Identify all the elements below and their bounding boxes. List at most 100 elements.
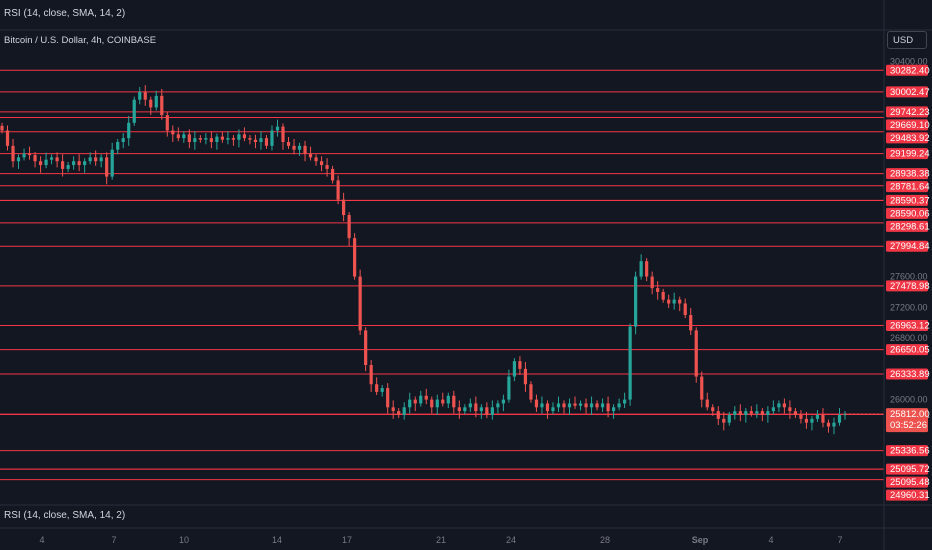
candle-body <box>22 153 26 158</box>
currency-button[interactable]: USD <box>887 31 927 49</box>
candle-body <box>529 384 533 400</box>
level-price-label: 25336.56 <box>890 446 930 457</box>
candle-body <box>512 361 517 377</box>
candle-body <box>413 399 417 404</box>
candle-body <box>303 145 307 154</box>
candle-body <box>501 399 505 404</box>
level-price-label: 29199.24 <box>890 149 930 160</box>
candle-body <box>689 315 693 331</box>
indicator-label-top[interactable]: RSI (14, close, SMA, 14, 2) <box>4 8 126 19</box>
candle-body <box>782 403 786 408</box>
candle-body <box>72 161 76 166</box>
candle-body <box>793 411 798 415</box>
candle-body <box>176 134 180 139</box>
candle-body <box>220 136 224 140</box>
candle-body <box>766 411 770 415</box>
candle-body <box>738 411 742 415</box>
candle-body <box>297 145 302 150</box>
candle-body <box>518 361 522 369</box>
level-price-tag <box>886 168 928 180</box>
candle-body <box>722 418 726 423</box>
x-tick-label: 4 <box>39 535 44 545</box>
candle-body <box>209 138 213 143</box>
candle-body <box>700 376 704 400</box>
candle-body <box>551 407 555 412</box>
candle-body <box>441 399 445 404</box>
candle-body <box>319 161 324 166</box>
candle-body <box>683 303 687 316</box>
symbol-title[interactable]: Bitcoin / U.S. Dollar, 4h, COINBASE <box>4 35 157 46</box>
candle-body <box>99 157 103 162</box>
level-price-label: 25095.72 <box>890 464 930 475</box>
candle-body <box>457 407 461 412</box>
candle-body <box>678 299 682 304</box>
candle-body <box>815 414 820 419</box>
candle-body <box>578 403 583 406</box>
time-axis: 4 7 10 14 17 21 24 28 Sep 4 7 <box>39 535 842 545</box>
x-tick-label: Sep <box>692 535 709 545</box>
candle-body <box>264 138 269 146</box>
candle-body <box>33 155 37 162</box>
level-price-label: 30282.40 <box>890 65 930 76</box>
candles <box>0 85 884 435</box>
level-price-tag <box>886 119 928 131</box>
level-price-tag <box>886 463 928 475</box>
x-tick-label: 7 <box>111 535 116 545</box>
level-price-label: 28590.06 <box>890 208 930 219</box>
level-price-label: 30002.47 <box>890 87 930 98</box>
candle-body <box>760 411 764 415</box>
candle-body <box>749 411 753 414</box>
candle-body <box>534 399 539 408</box>
indicator-label-bottom[interactable]: RSI (14, close, SMA, 14, 2) <box>4 510 126 521</box>
candle-body <box>110 149 114 177</box>
candle-body <box>479 407 483 412</box>
candle-body <box>364 330 368 366</box>
candle-body <box>716 411 720 419</box>
candle-body <box>154 95 158 108</box>
level-price-label: 29483.92 <box>890 133 930 144</box>
candle-body <box>231 138 236 140</box>
candle-body <box>182 134 186 139</box>
candle-body <box>595 403 599 408</box>
x-tick-label: 28 <box>600 535 610 545</box>
level-price-label: 26963.12 <box>890 321 930 332</box>
candle-body <box>132 99 136 123</box>
candle-body <box>567 403 572 408</box>
level-price-label: 27994.84 <box>890 241 930 252</box>
candle-body <box>645 261 649 277</box>
candle-body <box>573 403 577 406</box>
candle-body <box>358 276 362 331</box>
last-price-label: 25812.00 <box>890 409 930 420</box>
candle-body <box>253 139 258 143</box>
candle-body <box>88 157 92 162</box>
candle-body <box>611 407 616 412</box>
level-price-tag <box>886 132 928 144</box>
candle-body <box>634 276 638 327</box>
candle-body <box>38 161 43 166</box>
level-price-tag <box>886 344 928 356</box>
level-price-tag <box>886 240 928 252</box>
candle-body <box>105 157 109 177</box>
candle-body <box>353 238 357 277</box>
candle-body <box>711 407 715 412</box>
level-price-tag <box>886 320 928 332</box>
x-tick-label: 24 <box>506 535 516 545</box>
countdown-label: 03:52:26 <box>890 420 927 431</box>
candle-body <box>259 138 263 143</box>
candle-body <box>397 411 401 415</box>
candle-body <box>485 407 489 415</box>
candle-body <box>672 299 676 304</box>
candle-body <box>342 199 346 216</box>
candle-body <box>419 395 423 404</box>
level-price-label: 28590.37 <box>890 195 930 206</box>
candle-body <box>226 138 230 140</box>
candle-body <box>832 422 836 427</box>
candle-body <box>77 161 81 166</box>
candle-body <box>468 403 472 408</box>
candle-body <box>733 411 737 415</box>
candle-body <box>545 403 550 412</box>
candle-body <box>204 138 208 140</box>
level-price-label: 26650.05 <box>890 345 930 356</box>
candle-body <box>347 215 351 239</box>
